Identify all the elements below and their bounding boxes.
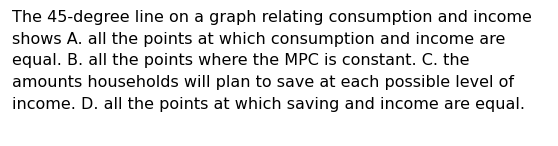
Text: The 45-degree line on a graph relating consumption and income
shows A. all the p: The 45-degree line on a graph relating c…: [12, 10, 532, 112]
